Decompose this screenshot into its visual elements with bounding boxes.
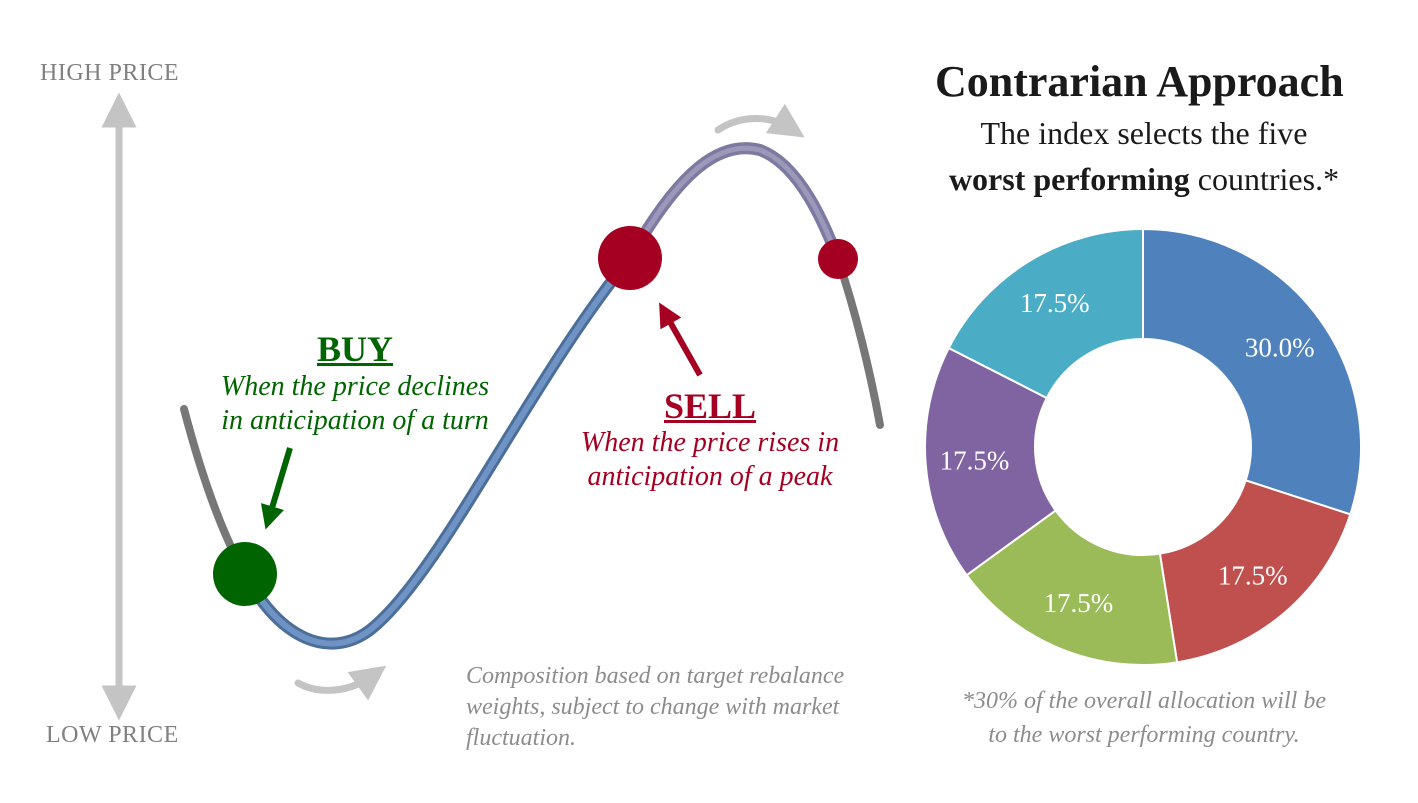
donut-slice-3 [965, 509, 1179, 666]
chart-subtitle-line-1: The index selects the five [980, 115, 1308, 151]
donut-slice-4 [924, 346, 1058, 577]
buy-description-line-2: in anticipation of a turn [221, 405, 489, 436]
buy-point-marker [213, 542, 277, 606]
sell-title: SELL [664, 386, 757, 426]
chart-subtitle-rest: countries.* [1189, 161, 1340, 197]
peak-exit-marker [818, 239, 858, 279]
donut-slice-2 [1158, 479, 1352, 664]
chart-title: Contrarian Approach [935, 57, 1344, 106]
chart-subtitle: The index selects the five worst perform… [912, 110, 1376, 202]
sell-description-line-1: When the price rises in [580, 427, 840, 458]
allocation-footnote-line-2: to the worst performing country. [988, 722, 1300, 748]
allocation-footnote: *30% of the overall allocation will be t… [912, 684, 1376, 752]
chart-subtitle-emphasis: worst performing [948, 161, 1190, 197]
composition-note: Composition based on target rebalance we… [466, 661, 844, 754]
bottom-curved-arrow [294, 665, 387, 701]
donut-slice-1 [1142, 227, 1362, 516]
donut-slice-label-4: 17.5% [940, 445, 1010, 475]
allocation-donut-chart: 30.0% 17.5% 17.5% 17.5% 17.5% [924, 227, 1362, 666]
chart-subtitle-line-2: worst performing countries.* [912, 156, 1376, 202]
donut-slice-5 [947, 227, 1144, 400]
donut-slice-label-2: 17.5% [1218, 561, 1288, 591]
donut-slice-label-3: 17.5% [1043, 588, 1113, 618]
low-price-label: LOW PRICE [46, 722, 179, 748]
composition-note-line-2: weights, subject to change with market [466, 694, 840, 720]
sell-description-line-2: anticipation of a peak [587, 461, 833, 492]
high-price-label: HIGH PRICE [40, 60, 180, 86]
buy-title: BUY [317, 329, 394, 369]
sell-pointer-arrow [659, 302, 703, 377]
buy-pointer-arrow [260, 447, 293, 530]
buy-description-line-1: When the price declines [220, 371, 490, 402]
top-curved-arrow [714, 103, 805, 138]
buy-description: When the price declines in anticipation … [205, 370, 505, 438]
price-curve-peak-segment [624, 142, 844, 265]
price-curve [180, 142, 884, 650]
sell-description: When the price rises in anticipation of … [560, 426, 860, 494]
sell-point-marker [598, 226, 662, 290]
composition-note-line-1: Composition based on target rebalance [466, 663, 845, 689]
allocation-footnote-line-1: *30% of the overall allocation will be [962, 688, 1326, 714]
price-curve-decline-segment [834, 255, 884, 429]
composition-note-line-3: fluctuation. [466, 725, 576, 751]
donut-slice-label-1: 30.0% [1245, 333, 1315, 363]
donut-slice-label-5: 17.5% [1020, 288, 1090, 318]
